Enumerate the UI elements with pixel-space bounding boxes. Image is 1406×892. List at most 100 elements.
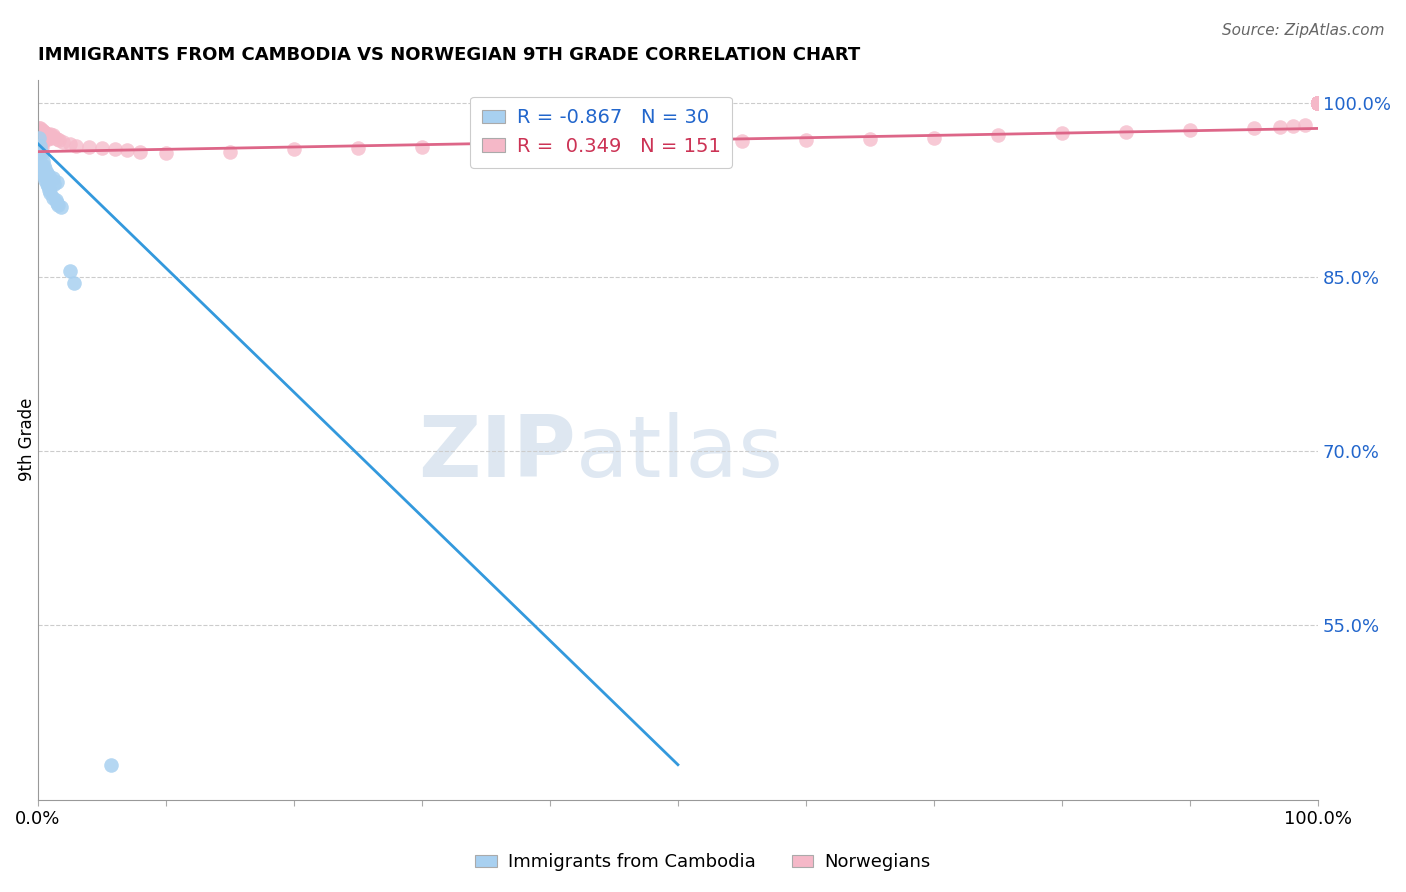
Point <box>1308 95 1330 110</box>
Point <box>1308 95 1330 110</box>
Point <box>1308 95 1330 110</box>
Point <box>1308 95 1330 110</box>
Point <box>31 136 53 151</box>
Point <box>1308 95 1330 110</box>
Point <box>28 128 51 143</box>
Point <box>1308 95 1330 110</box>
Point <box>45 175 67 189</box>
Point <box>32 132 55 146</box>
Point <box>129 145 152 159</box>
Point <box>1308 95 1330 110</box>
Point <box>1308 95 1330 110</box>
Text: Source: ZipAtlas.com: Source: ZipAtlas.com <box>1222 23 1385 38</box>
Point <box>42 191 65 205</box>
Point <box>30 139 52 153</box>
Point <box>42 128 65 143</box>
Point <box>46 198 69 212</box>
Point <box>44 129 66 144</box>
Legend: Immigrants from Cambodia, Norwegians: Immigrants from Cambodia, Norwegians <box>468 847 938 879</box>
Point <box>1308 95 1330 110</box>
Point <box>1308 95 1330 110</box>
Point <box>1308 95 1330 110</box>
Point <box>1308 95 1330 110</box>
Y-axis label: 9th Grade: 9th Grade <box>18 398 35 482</box>
Point <box>30 156 52 170</box>
Point <box>1308 95 1330 110</box>
Point <box>1308 95 1330 110</box>
Point <box>28 136 51 150</box>
Point <box>1308 95 1330 110</box>
Point <box>218 145 240 159</box>
Text: IMMIGRANTS FROM CAMBODIA VS NORWEGIAN 9TH GRADE CORRELATION CHART: IMMIGRANTS FROM CAMBODIA VS NORWEGIAN 9T… <box>38 46 860 64</box>
Point <box>45 194 67 208</box>
Point <box>1308 95 1330 110</box>
Point <box>28 130 51 145</box>
Point <box>1050 126 1073 140</box>
Point <box>346 141 368 155</box>
Point <box>1308 95 1330 110</box>
Point <box>1308 95 1330 110</box>
Point <box>1308 95 1330 110</box>
Point <box>35 130 58 145</box>
Point <box>37 179 59 194</box>
Point <box>28 132 51 146</box>
Point <box>49 200 72 214</box>
Point <box>28 145 51 160</box>
Point <box>538 137 561 152</box>
Point <box>1308 95 1330 110</box>
Point <box>37 132 59 146</box>
Point <box>1308 95 1330 110</box>
Point <box>1308 95 1330 110</box>
Point <box>1308 95 1330 110</box>
Point <box>31 145 53 160</box>
Point <box>44 177 66 191</box>
Point <box>32 125 55 139</box>
Point <box>1308 95 1330 110</box>
Point <box>411 140 433 154</box>
Point <box>603 136 626 151</box>
Text: ZIP: ZIP <box>418 412 575 495</box>
Point <box>1308 95 1330 110</box>
Point <box>1308 95 1330 110</box>
Point <box>1178 122 1201 136</box>
Point <box>35 127 58 141</box>
Point <box>666 136 689 150</box>
Point <box>1308 95 1330 110</box>
Point <box>34 162 56 177</box>
Point <box>31 153 53 168</box>
Point <box>1308 95 1330 110</box>
Point <box>65 139 87 153</box>
Point <box>1308 95 1330 110</box>
Point <box>1308 95 1330 110</box>
Point <box>59 136 82 151</box>
Point <box>1308 95 1330 110</box>
Point <box>731 134 754 148</box>
Point <box>1308 95 1330 110</box>
Point <box>117 144 139 158</box>
Point <box>34 126 56 140</box>
Point <box>31 130 53 145</box>
Point <box>1308 95 1330 110</box>
Point <box>1308 95 1330 110</box>
Point <box>1308 95 1330 110</box>
Point <box>1308 95 1330 110</box>
Point <box>1308 95 1330 110</box>
Point <box>30 142 52 156</box>
Point <box>28 142 51 156</box>
Point <box>37 128 59 143</box>
Point <box>30 132 52 146</box>
Point <box>1308 95 1330 110</box>
Point <box>1308 95 1330 110</box>
Point <box>62 276 84 290</box>
Point <box>31 129 53 144</box>
Point <box>1308 95 1330 110</box>
Point <box>1308 95 1330 110</box>
Point <box>155 145 177 160</box>
Point <box>859 132 882 146</box>
Point <box>1308 95 1330 110</box>
Legend: R = -0.867   N = 30, R =  0.349   N = 151: R = -0.867 N = 30, R = 0.349 N = 151 <box>470 96 733 168</box>
Point <box>90 141 112 155</box>
Point <box>1308 95 1330 110</box>
Point <box>1308 95 1330 110</box>
Point <box>1308 95 1330 110</box>
